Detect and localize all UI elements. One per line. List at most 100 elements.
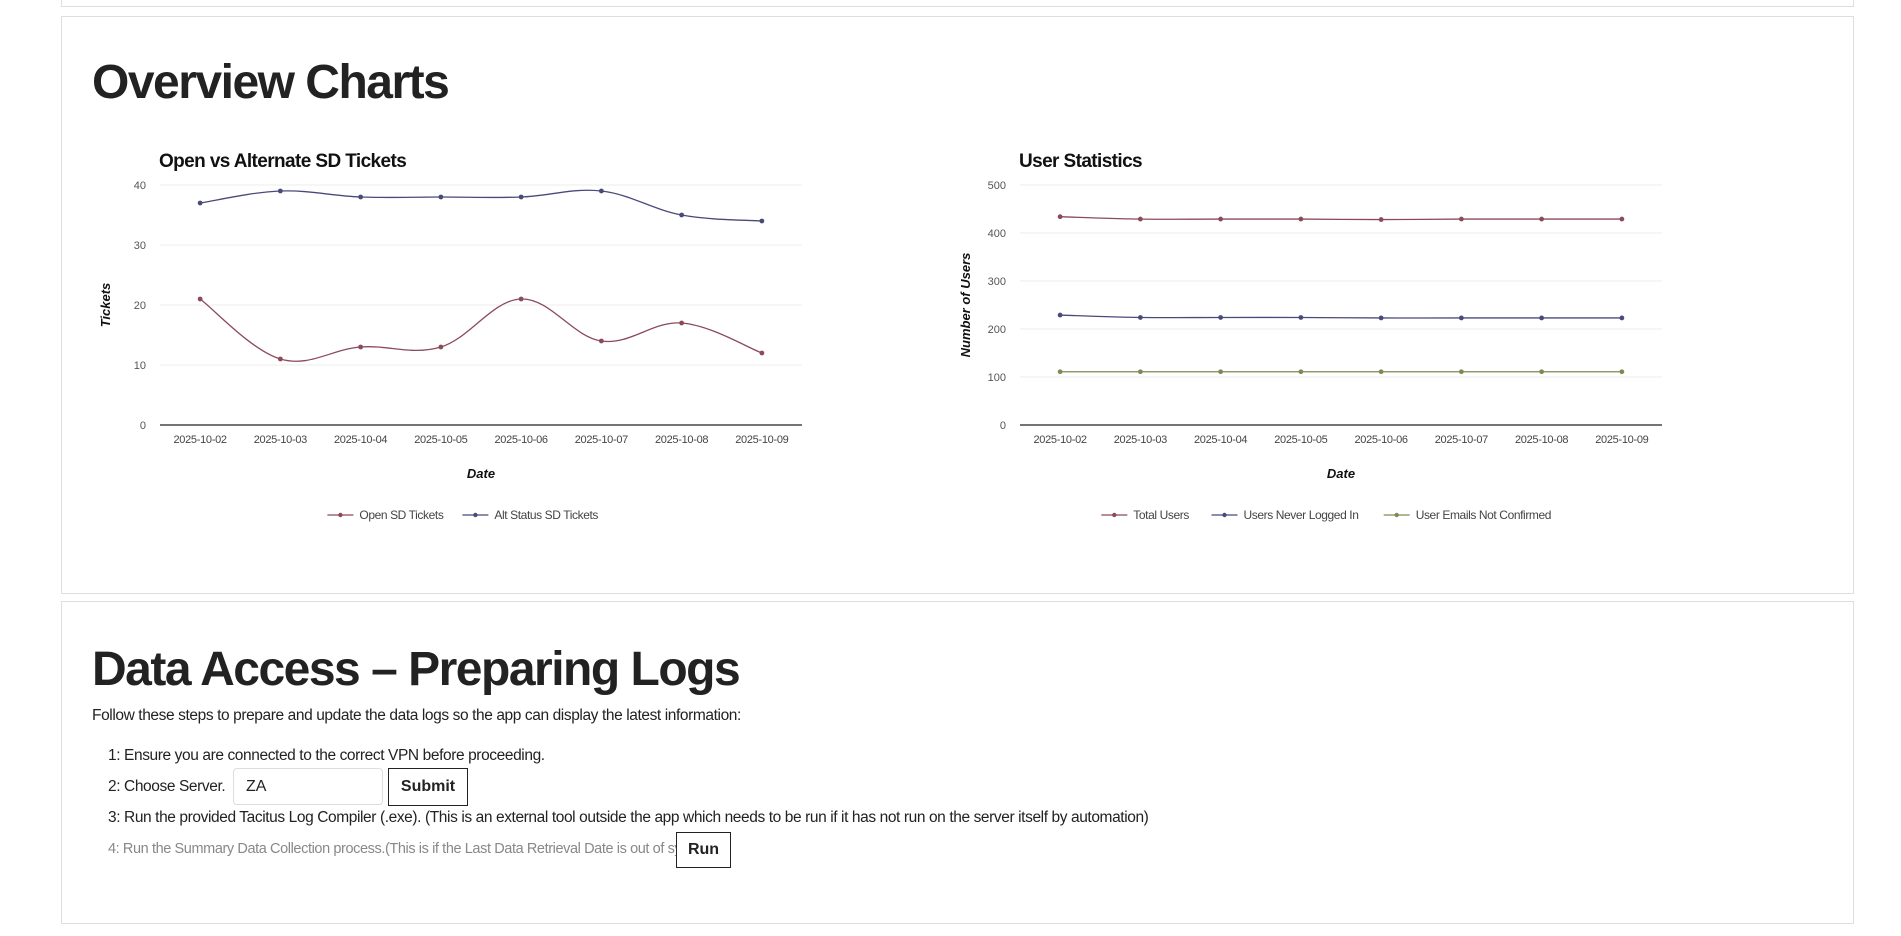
data-point xyxy=(1137,216,1143,222)
data-point xyxy=(679,320,685,326)
chart-title: User Statistics xyxy=(1019,151,1142,172)
legend-marker xyxy=(1394,512,1399,518)
run-button[interactable]: Run xyxy=(676,832,731,868)
legend-marker xyxy=(1222,512,1227,518)
x-axis-title: Date xyxy=(467,466,495,481)
data-point xyxy=(1458,369,1464,375)
series-line xyxy=(1060,216,1622,221)
x-tick-label: 2025-10-08 xyxy=(1515,434,1568,446)
x-tick-label: 2025-10-06 xyxy=(494,434,547,446)
legend-label: Users Never Logged In xyxy=(1244,508,1359,522)
legend-label: User Emails Not Confirmed xyxy=(1416,508,1551,522)
intro-text: Follow these steps to prepare and update… xyxy=(92,707,741,724)
data-point xyxy=(1378,217,1384,222)
data-point xyxy=(438,194,444,200)
y-tick-label: 30 xyxy=(134,240,146,252)
x-tick-label: 2025-10-05 xyxy=(1274,434,1327,446)
x-tick-label: 2025-10-07 xyxy=(1435,434,1488,446)
legend-label: Alt Status SD Tickets xyxy=(494,508,598,522)
data-point xyxy=(1218,216,1224,222)
data-point xyxy=(197,296,203,302)
data-point xyxy=(1539,216,1545,222)
y-axis-title: Tickets xyxy=(98,283,113,328)
data-point xyxy=(1619,216,1625,222)
x-tick-label: 2025-10-02 xyxy=(173,434,226,446)
data-point xyxy=(598,338,604,344)
data-point xyxy=(1057,214,1063,220)
data-point xyxy=(1298,216,1304,222)
top-card xyxy=(61,0,1854,7)
y-tick-label: 100 xyxy=(988,372,1006,384)
x-tick-label: 2025-10-09 xyxy=(735,434,788,446)
data-point xyxy=(277,188,283,194)
legend-label: Total Users xyxy=(1133,508,1189,522)
step-2-label: 2: Choose Server. xyxy=(108,778,226,795)
data-point xyxy=(598,188,604,194)
data-point xyxy=(1298,315,1304,320)
step-1: 1: Ensure you are connected to the corre… xyxy=(108,747,545,764)
tickets-chart: Open vs Alternate SD Tickets 0 10 20 30 40 202… xyxy=(98,151,802,522)
legend-marker xyxy=(338,512,343,518)
y-tick-label: 400 xyxy=(988,228,1006,240)
data-point xyxy=(759,350,765,356)
series-line xyxy=(1060,314,1622,319)
series-line xyxy=(199,298,763,362)
data-point xyxy=(1619,315,1625,321)
y-tick-label: 200 xyxy=(988,324,1006,336)
data-point xyxy=(1458,315,1464,321)
x-tick-label: 2025-10-04 xyxy=(1194,434,1247,446)
x-axis-title: Date xyxy=(1327,466,1355,481)
data-point xyxy=(1539,369,1545,375)
data-access-card: Data Access – Preparing Logs Follow thes… xyxy=(61,601,1854,924)
legend-marker xyxy=(473,512,478,518)
step-4: 4: Run the Summary Data Collection proce… xyxy=(108,841,696,857)
x-tick-label: 2025-10-08 xyxy=(655,434,708,446)
data-point xyxy=(1137,315,1143,320)
data-point xyxy=(358,194,364,200)
data-point xyxy=(1539,315,1545,321)
y-tick-label: 10 xyxy=(134,360,146,372)
data-point xyxy=(1298,369,1304,375)
x-tick-label: 2025-10-07 xyxy=(575,434,628,446)
overview-heading: Overview Charts xyxy=(92,56,450,109)
step-3: 3: Run the provided Tacitus Log Compiler… xyxy=(108,809,1149,826)
data-point xyxy=(1619,369,1625,375)
y-tick-label: 0 xyxy=(140,420,146,432)
data-point xyxy=(1378,369,1384,375)
x-tick-label: 2025-10-09 xyxy=(1595,434,1648,446)
overview-charts-card: Overview Charts Open vs Alternate SD Tic… xyxy=(61,16,1854,594)
chart-title: Open vs Alternate SD Tickets xyxy=(159,151,406,172)
x-tick-label: 2025-10-03 xyxy=(1114,434,1167,446)
series-line xyxy=(200,189,762,222)
data-point xyxy=(1057,369,1063,375)
user-stats-chart: User Statistics 0 100 200 300 400 500 2025-10-0… xyxy=(958,151,1662,522)
data-point xyxy=(1378,315,1384,321)
legend-label: Open SD Tickets xyxy=(359,508,443,522)
x-tick-label: 2025-10-05 xyxy=(414,434,467,446)
legend-marker xyxy=(1112,512,1117,518)
data-point xyxy=(1137,369,1143,375)
data-point xyxy=(358,344,364,350)
data-point xyxy=(518,296,524,302)
x-tick-label: 2025-10-03 xyxy=(254,434,307,446)
server-input[interactable] xyxy=(233,768,383,805)
data-point xyxy=(438,344,444,350)
data-point xyxy=(759,218,765,224)
y-tick-label: 20 xyxy=(134,300,146,312)
y-axis-title: Number of Users xyxy=(958,253,973,358)
data-point xyxy=(1057,312,1063,318)
data-point xyxy=(1218,315,1224,320)
submit-button[interactable]: Submit xyxy=(388,768,468,806)
data-point xyxy=(277,356,283,362)
data-point xyxy=(197,200,203,206)
y-tick-label: 0 xyxy=(1000,420,1006,432)
data-point xyxy=(1458,216,1464,222)
y-tick-label: 300 xyxy=(988,276,1006,288)
data-point xyxy=(1218,369,1224,375)
y-tick-label: 500 xyxy=(988,180,1006,192)
data-point xyxy=(518,194,524,200)
data-access-heading: Data Access – Preparing Logs xyxy=(92,643,741,696)
x-tick-label: 2025-10-04 xyxy=(334,434,387,446)
y-tick-label: 40 xyxy=(134,180,146,192)
data-point xyxy=(679,212,685,218)
